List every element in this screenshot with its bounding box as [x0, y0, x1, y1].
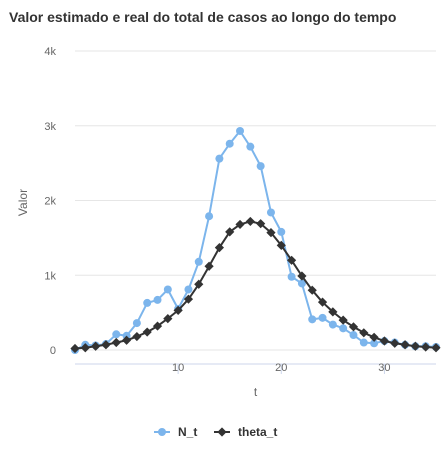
series-N_t[interactable]: [71, 126, 440, 354]
x-tick-label: 10: [172, 362, 184, 374]
data-point-N_t[interactable]: [318, 313, 327, 322]
series-theta_t[interactable]: [70, 216, 441, 354]
x-tick-label: 20: [275, 362, 287, 374]
y-tick-label: 2k: [44, 196, 56, 208]
data-point-theta_t[interactable]: [410, 341, 420, 351]
data-point-theta_t[interactable]: [266, 228, 276, 238]
data-point-theta_t[interactable]: [101, 340, 111, 350]
data-point-theta_t[interactable]: [132, 331, 142, 342]
data-point-theta_t[interactable]: [142, 327, 152, 337]
legend[interactable]: N_t theta_t: [154, 425, 277, 439]
chart-title: Valor estimado e real do total de casos …: [9, 9, 397, 25]
data-point-N_t[interactable]: [339, 324, 348, 333]
y-axis-label: Valor: [16, 189, 30, 216]
data-point-theta_t[interactable]: [421, 342, 431, 352]
data-point-theta_t[interactable]: [235, 219, 245, 230]
legend-item-N_t[interactable]: N_t: [154, 425, 197, 439]
data-point-theta_t[interactable]: [245, 216, 255, 227]
data-point-theta_t[interactable]: [173, 305, 183, 315]
data-point-N_t[interactable]: [112, 330, 121, 339]
data-point-theta_t[interactable]: [369, 332, 379, 342]
x-axis-label: t: [254, 385, 258, 399]
data-point-theta_t[interactable]: [194, 279, 204, 289]
legend-label: theta_t: [238, 425, 277, 439]
data-point-theta_t[interactable]: [256, 219, 266, 229]
data-point-N_t[interactable]: [359, 338, 368, 347]
data-point-theta_t[interactable]: [359, 328, 369, 338]
data-point-N_t[interactable]: [132, 319, 141, 328]
series-line-N_t[interactable]: [74, 130, 437, 351]
data-point-theta_t[interactable]: [70, 343, 80, 354]
data-point-N_t[interactable]: [246, 142, 255, 151]
data-point-theta_t[interactable]: [121, 335, 132, 345]
data-point-theta_t[interactable]: [163, 314, 173, 324]
data-point-theta_t[interactable]: [287, 255, 297, 265]
data-point-N_t[interactable]: [266, 208, 275, 217]
y-tick-label: 3k: [44, 121, 56, 133]
data-point-theta_t[interactable]: [348, 322, 359, 332]
data-point-N_t[interactable]: [349, 331, 358, 340]
data-point-theta_t[interactable]: [152, 321, 163, 331]
y-tick-label: 1k: [44, 270, 56, 282]
data-point-theta_t[interactable]: [400, 340, 410, 350]
data-point-N_t[interactable]: [297, 279, 306, 288]
data-point-N_t[interactable]: [194, 257, 203, 266]
data-point-N_t[interactable]: [205, 212, 214, 221]
data-point-theta_t[interactable]: [297, 271, 307, 281]
data-point-N_t[interactable]: [308, 315, 317, 324]
data-point-theta_t[interactable]: [225, 227, 235, 237]
data-point-theta_t[interactable]: [91, 341, 101, 351]
data-point-theta_t[interactable]: [379, 336, 390, 346]
grid-layer: [75, 50, 436, 351]
data-point-theta_t[interactable]: [183, 294, 194, 304]
data-point-theta_t[interactable]: [328, 307, 338, 317]
data-point-theta_t[interactable]: [276, 240, 286, 250]
data-point-N_t[interactable]: [184, 285, 193, 294]
data-point-N_t[interactable]: [236, 126, 245, 135]
data-point-theta_t[interactable]: [307, 285, 317, 295]
data-point-theta_t[interactable]: [317, 297, 328, 307]
data-point-theta_t[interactable]: [431, 343, 441, 353]
series-line-theta_t[interactable]: [74, 220, 437, 350]
x-tick-label: 30: [378, 362, 390, 374]
data-point-N_t[interactable]: [256, 162, 265, 171]
data-point-N_t[interactable]: [163, 285, 172, 294]
legend-marker[interactable]: [158, 428, 166, 436]
axis-layer: 0 1k 2k 3k 4k 10 20 30 t Valor: [16, 46, 436, 399]
legend-item-theta_t[interactable]: theta_t: [214, 425, 277, 439]
data-point-theta_t[interactable]: [214, 242, 224, 253]
data-point-N_t[interactable]: [215, 154, 224, 163]
data-point-N_t[interactable]: [370, 339, 379, 348]
data-point-N_t[interactable]: [287, 272, 296, 281]
data-point-N_t[interactable]: [225, 139, 234, 148]
legend-marker[interactable]: [217, 427, 227, 437]
data-point-theta_t[interactable]: [338, 315, 348, 325]
y-tick-label: 0: [50, 345, 56, 357]
data-point-theta_t[interactable]: [390, 338, 400, 348]
legend-label: N_t: [178, 425, 197, 439]
data-point-theta_t[interactable]: [80, 343, 90, 353]
y-tick-label: 4k: [44, 46, 56, 58]
data-point-N_t[interactable]: [328, 320, 337, 329]
data-point-theta_t[interactable]: [204, 261, 214, 271]
series-layer: [70, 126, 441, 354]
data-point-N_t[interactable]: [143, 298, 152, 307]
data-point-N_t[interactable]: [277, 227, 286, 236]
data-point-N_t[interactable]: [153, 295, 162, 304]
data-point-theta_t[interactable]: [111, 337, 121, 348]
